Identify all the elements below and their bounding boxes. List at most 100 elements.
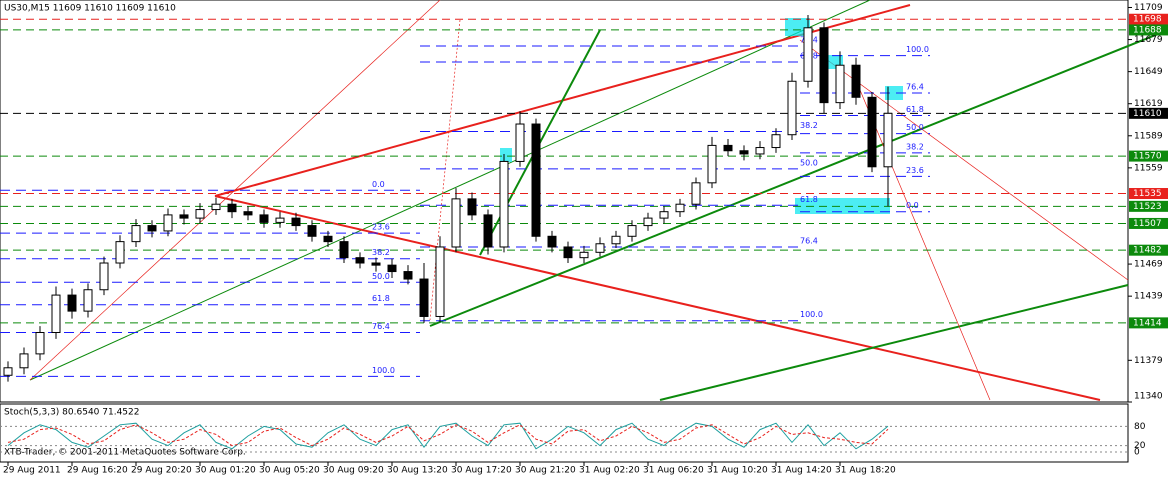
candle-body: [611, 235, 621, 245]
footer: XTB-Trader, © 2001-2011 MetaQuotes Softw…: [4, 448, 246, 458]
stoch-title: Stoch(5,3,3) 80.6540 71.4522: [4, 408, 139, 418]
chart-title: US30,M15 11609 11610 11609 11610: [4, 4, 176, 14]
fib-label: 61.8: [372, 294, 390, 303]
candle-body: [531, 123, 541, 237]
candle-body: [99, 262, 109, 291]
candle-body: [243, 211, 253, 216]
candle-body: [147, 225, 157, 232]
candle-body: [35, 332, 45, 355]
main-pane: [0, 0, 1129, 403]
y-tick-label: 11559: [1134, 163, 1163, 173]
level-box: [1129, 150, 1168, 162]
candle-body: [499, 160, 509, 248]
candle-body: [579, 251, 589, 259]
candle-body: [307, 225, 317, 237]
candle-body: [707, 144, 717, 184]
level-label: 11523: [1133, 202, 1162, 212]
candle-body: [771, 134, 781, 149]
level-label: 11610: [1133, 109, 1162, 119]
fib-label: 100.0: [906, 45, 929, 54]
y-tick-label: 11619: [1134, 99, 1163, 109]
candle-body: [787, 80, 797, 136]
level-label: 11535: [1133, 189, 1162, 199]
candle-body: [883, 112, 893, 168]
x-tick-label: 31 Aug 14:20: [771, 466, 832, 476]
candle-body: [131, 225, 141, 243]
y-tick-label: 11679: [1134, 35, 1163, 45]
candle-body: [451, 198, 461, 248]
stoch-tick-label: 20: [1134, 441, 1146, 451]
x-tick-label: 29 Aug 16:20: [67, 466, 128, 476]
level-box: [1129, 107, 1168, 119]
candle-body: [723, 144, 733, 152]
candle-body: [67, 294, 77, 312]
candle-body: [259, 214, 269, 223]
fib-label: 100.0: [800, 310, 823, 319]
fib-label: 76.4: [372, 322, 390, 331]
y-tick-label: 11709: [1134, 3, 1163, 13]
candle-body: [659, 211, 669, 219]
level-label: 11688: [1133, 25, 1162, 35]
candle-body: [323, 235, 333, 243]
fib-label: 100.0: [372, 366, 395, 375]
candle-body: [403, 271, 413, 280]
candle-body: [755, 147, 765, 155]
candle-body: [371, 262, 381, 266]
candle-body: [355, 257, 365, 264]
candle-body: [419, 278, 429, 317]
level-box: [1129, 24, 1168, 36]
candle-body: [195, 209, 205, 219]
x-tick-label: 29 Aug 20:20: [131, 466, 192, 476]
level-label: 11698: [1133, 15, 1162, 25]
candle-body: [851, 64, 861, 98]
fib-label: 38.2: [372, 248, 390, 257]
level-label: 11507: [1133, 219, 1162, 229]
candle-body: [115, 241, 125, 264]
candle-body: [339, 241, 349, 259]
candle-body: [19, 353, 29, 369]
fib-label: 76.4: [800, 236, 818, 245]
candle-body: [867, 96, 877, 168]
candle-body: [627, 225, 637, 237]
candle-body: [163, 214, 173, 232]
candle-body: [227, 203, 237, 213]
level-label: 11482: [1133, 246, 1162, 256]
x-tick-label: 30 Aug 21:20: [515, 466, 576, 476]
y-tick-label: 11340: [1134, 392, 1163, 402]
candle-body: [211, 203, 221, 211]
level-label: 11570: [1133, 152, 1162, 162]
x-tick-label: 30 Aug 01:20: [195, 466, 256, 476]
candle-body: [275, 217, 285, 223]
y-tick-label: 11379: [1134, 356, 1163, 366]
candle-body: [675, 203, 685, 213]
candle-body: [3, 367, 13, 376]
x-tick-label: 31 Aug 06:20: [643, 466, 704, 476]
candle-body: [435, 246, 445, 317]
x-tick-label: 31 Aug 18:20: [835, 466, 896, 476]
x-tick-label: 31 Aug 02:20: [579, 466, 640, 476]
candle-body: [83, 289, 93, 312]
fib-label: 23.6: [372, 223, 390, 232]
level-label: 11414: [1133, 318, 1162, 328]
candle-body: [739, 150, 749, 155]
fib-label: 50.0: [372, 272, 390, 281]
y-tick-label: 11469: [1134, 260, 1163, 270]
x-tick-label: 30 Aug 17:20: [451, 466, 512, 476]
stoch-tick-label: 80: [1134, 422, 1146, 432]
level-box: [1129, 200, 1168, 212]
candle-body: [483, 214, 493, 248]
candle-body: [515, 123, 525, 162]
fib-label: 50.0: [800, 158, 818, 167]
candle-body: [595, 243, 605, 253]
level-box: [1129, 317, 1168, 329]
fib-label: 50.0: [906, 123, 924, 132]
fib-label: 61.8: [800, 195, 818, 204]
y-tick-label: 11649: [1134, 67, 1163, 77]
candle-body: [467, 198, 477, 216]
candle-body: [547, 235, 557, 248]
fib-label: 0.0: [372, 180, 385, 189]
level-box: [1129, 13, 1168, 25]
fib-label: 76.4: [906, 83, 924, 92]
candle-body: [387, 264, 397, 273]
candle-body: [803, 27, 813, 82]
